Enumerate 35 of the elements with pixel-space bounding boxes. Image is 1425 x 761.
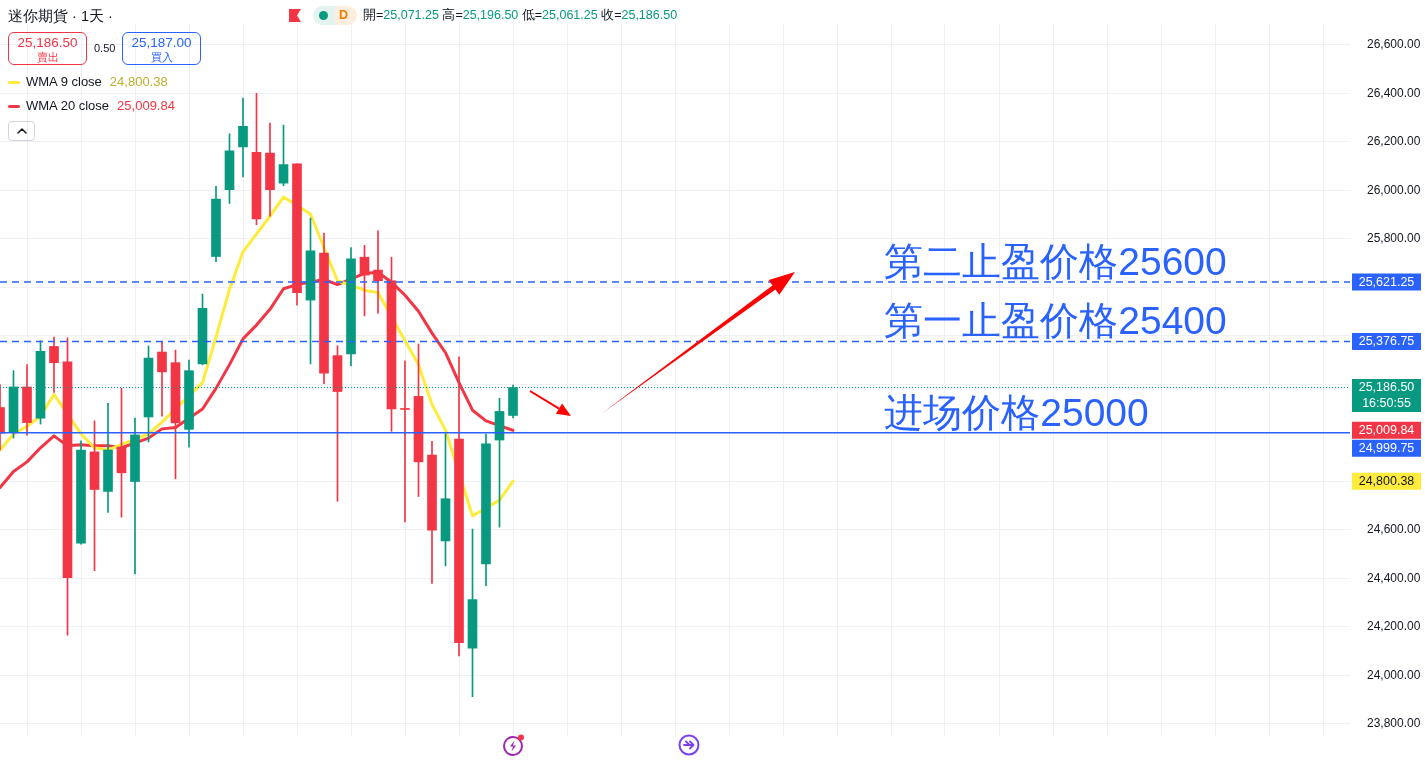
annotation: 0.50 [94, 42, 116, 54]
ref-line-label: 进场价格25000 [884, 390, 1149, 434]
text: 25,009.84 [1358, 422, 1415, 437]
y-tick-label: 24,000.00 [1367, 667, 1421, 682]
candlestick [400, 360, 410, 523]
text: 25,621.25 [1358, 274, 1415, 289]
y-tick-label: 26,600.00 [1367, 37, 1421, 52]
annotation: 25,009.84 [117, 98, 175, 113]
text: 24,800.38 [1358, 473, 1415, 488]
annotation: 24,800.38 [109, 74, 168, 89]
annotation: 賣出 [35, 51, 60, 63]
y-tick-label: 26,200.00 [1367, 134, 1421, 149]
y-tick-label: 24,400.00 [1367, 570, 1421, 585]
ref-line-label: 第一止盈价格25400 [884, 299, 1227, 343]
status-badge: D [313, 6, 357, 25]
y-tick-label: 26,400.00 [1367, 85, 1421, 100]
buy-price-box: 25,187.00 買入 [122, 32, 201, 65]
legend-label: WMA 9 close [26, 74, 102, 89]
text: 24,999.75 [1358, 440, 1415, 455]
annotation: 25,187.00 [130, 35, 193, 51]
y-tick-label: 24,600.00 [1367, 522, 1421, 537]
y-tick-label: 25,800.00 [1367, 231, 1421, 246]
text: 開=25,071.25 高=25,196.50 低=25,061.25 收=25,186.50 [363, 8, 678, 23]
y-tick-label: 24,200.00 [1367, 619, 1421, 634]
y-tick-label: 23,800.00 [1367, 716, 1421, 731]
y-tick-label: 26,000.00 [1367, 182, 1421, 197]
text: 25,186.50 [1358, 379, 1415, 394]
chart-title: 迷你期貨 · 1天 · [8, 7, 113, 25]
text: 16:50:55 [1362, 395, 1411, 410]
annotation: 25,186.50 [16, 35, 79, 51]
legend-label: WMA 20 close [26, 98, 110, 113]
ref-line-label: 第二止盈价格25600 [884, 240, 1227, 284]
annotation: 買入 [149, 51, 174, 63]
sell-price-box: 25,186.50 賣出 [8, 32, 87, 65]
text: 25,376.75 [1358, 333, 1415, 348]
